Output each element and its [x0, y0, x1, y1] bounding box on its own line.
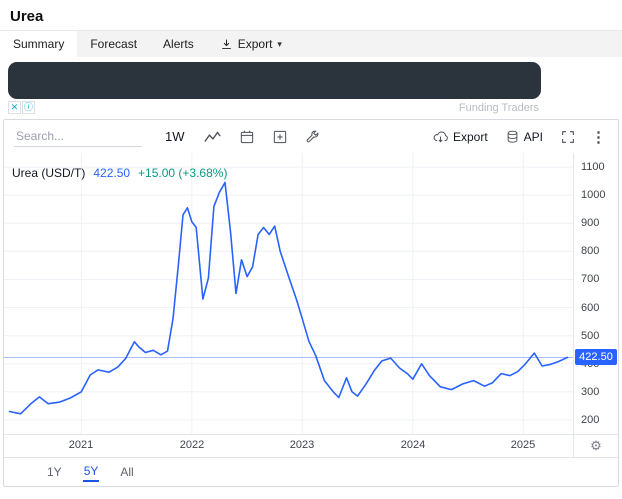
range-button-5y[interactable]: 5Y [82, 462, 100, 482]
tab-export[interactable]: Export ▾ [207, 31, 295, 57]
tab-label: Alerts [163, 37, 194, 51]
y-tick: 200 [581, 414, 600, 426]
calendar-icon[interactable] [235, 127, 259, 147]
ad-choice-icons: ✕ ⓘ [8, 101, 35, 114]
x-tick: 2023 [289, 439, 315, 451]
page-title: Urea [10, 8, 44, 25]
legend-symbol: Urea (USD/T) [12, 166, 86, 180]
time-axis-row: 2021 2022 2023 2024 2025 ⚙ [4, 434, 618, 457]
page: Urea Summary Forecast Alerts Export ▾ ✕ ⓘ Fu… [0, 8, 622, 487]
chart-line-icon[interactable] [200, 128, 226, 146]
current-price-tag: 422.50 [575, 349, 617, 365]
search-input[interactable] [14, 126, 142, 147]
caret-down-icon: ▾ [277, 38, 282, 49]
ad-info-icon[interactable]: ⓘ [22, 101, 35, 114]
range-bar: 1Y 5Y All [4, 457, 618, 486]
y-tick: 1100 [581, 161, 605, 173]
tab-label: Forecast [90, 37, 138, 51]
plus-square-icon[interactable] [268, 127, 292, 147]
y-tick: 600 [581, 302, 600, 314]
chart-plot[interactable]: Urea (USD/T) 422.50 +15.00 (+3.68%) [4, 153, 573, 434]
y-tick: 300 [581, 386, 600, 398]
more-menu-icon[interactable]: ⋮ [591, 128, 606, 146]
y-tick: 500 [581, 330, 600, 342]
x-tick: 2025 [510, 439, 536, 451]
legend-price: 422.50 [93, 166, 131, 180]
legend-change: +15.00 (+3.68%) [138, 166, 228, 180]
x-tick: 2024 [400, 439, 426, 451]
tab-label: Export [237, 37, 273, 51]
y-tick: 1000 [581, 189, 606, 201]
tab-alerts[interactable]: Alerts [150, 31, 207, 57]
axis-settings[interactable]: ⚙ [573, 435, 618, 457]
chart-widget: 1W Export API [3, 119, 619, 487]
tab-forecast[interactable]: Forecast [77, 31, 150, 57]
x-tick: 2021 [68, 439, 94, 451]
ad-meta-row: ✕ ⓘ Funding Traders [0, 99, 541, 116]
api-button[interactable]: API [501, 127, 547, 147]
range-button-all[interactable]: All [120, 465, 134, 479]
export-label: Export [452, 129, 488, 144]
time-axis[interactable]: 2021 2022 2023 2024 2025 [4, 435, 573, 457]
export-button[interactable]: Export [428, 127, 492, 147]
download-icon [220, 38, 233, 51]
interval-button[interactable]: 1W [165, 129, 185, 144]
x-tick: 2022 [179, 439, 205, 451]
api-label: API [523, 129, 543, 144]
chart-toolbar: 1W Export API [4, 120, 618, 153]
ad-banner[interactable] [8, 62, 541, 99]
tabbar: Summary Forecast Alerts Export ▾ [0, 30, 622, 57]
ad-close-icon[interactable]: ✕ [8, 101, 21, 114]
chart-legend: Urea (USD/T) 422.50 +15.00 (+3.68%) [12, 166, 227, 180]
y-tick: 800 [581, 245, 600, 257]
wrench-icon[interactable] [301, 127, 324, 146]
y-tick: 900 [581, 217, 600, 229]
fullscreen-icon[interactable] [556, 127, 580, 147]
gear-icon[interactable]: ⚙ [590, 438, 602, 453]
chart-region: Urea (USD/T) 422.50 +15.00 (+3.68%) 200 3… [4, 153, 618, 434]
price-axis[interactable]: 20030040050060070080090010001100422.50 [573, 153, 618, 434]
y-tick: 700 [581, 273, 600, 285]
ad-attribution: Funding Traders [458, 101, 539, 114]
range-button-1y[interactable]: 1Y [47, 465, 62, 479]
tab-summary[interactable]: Summary [0, 31, 78, 57]
tab-label: Summary [13, 37, 65, 51]
